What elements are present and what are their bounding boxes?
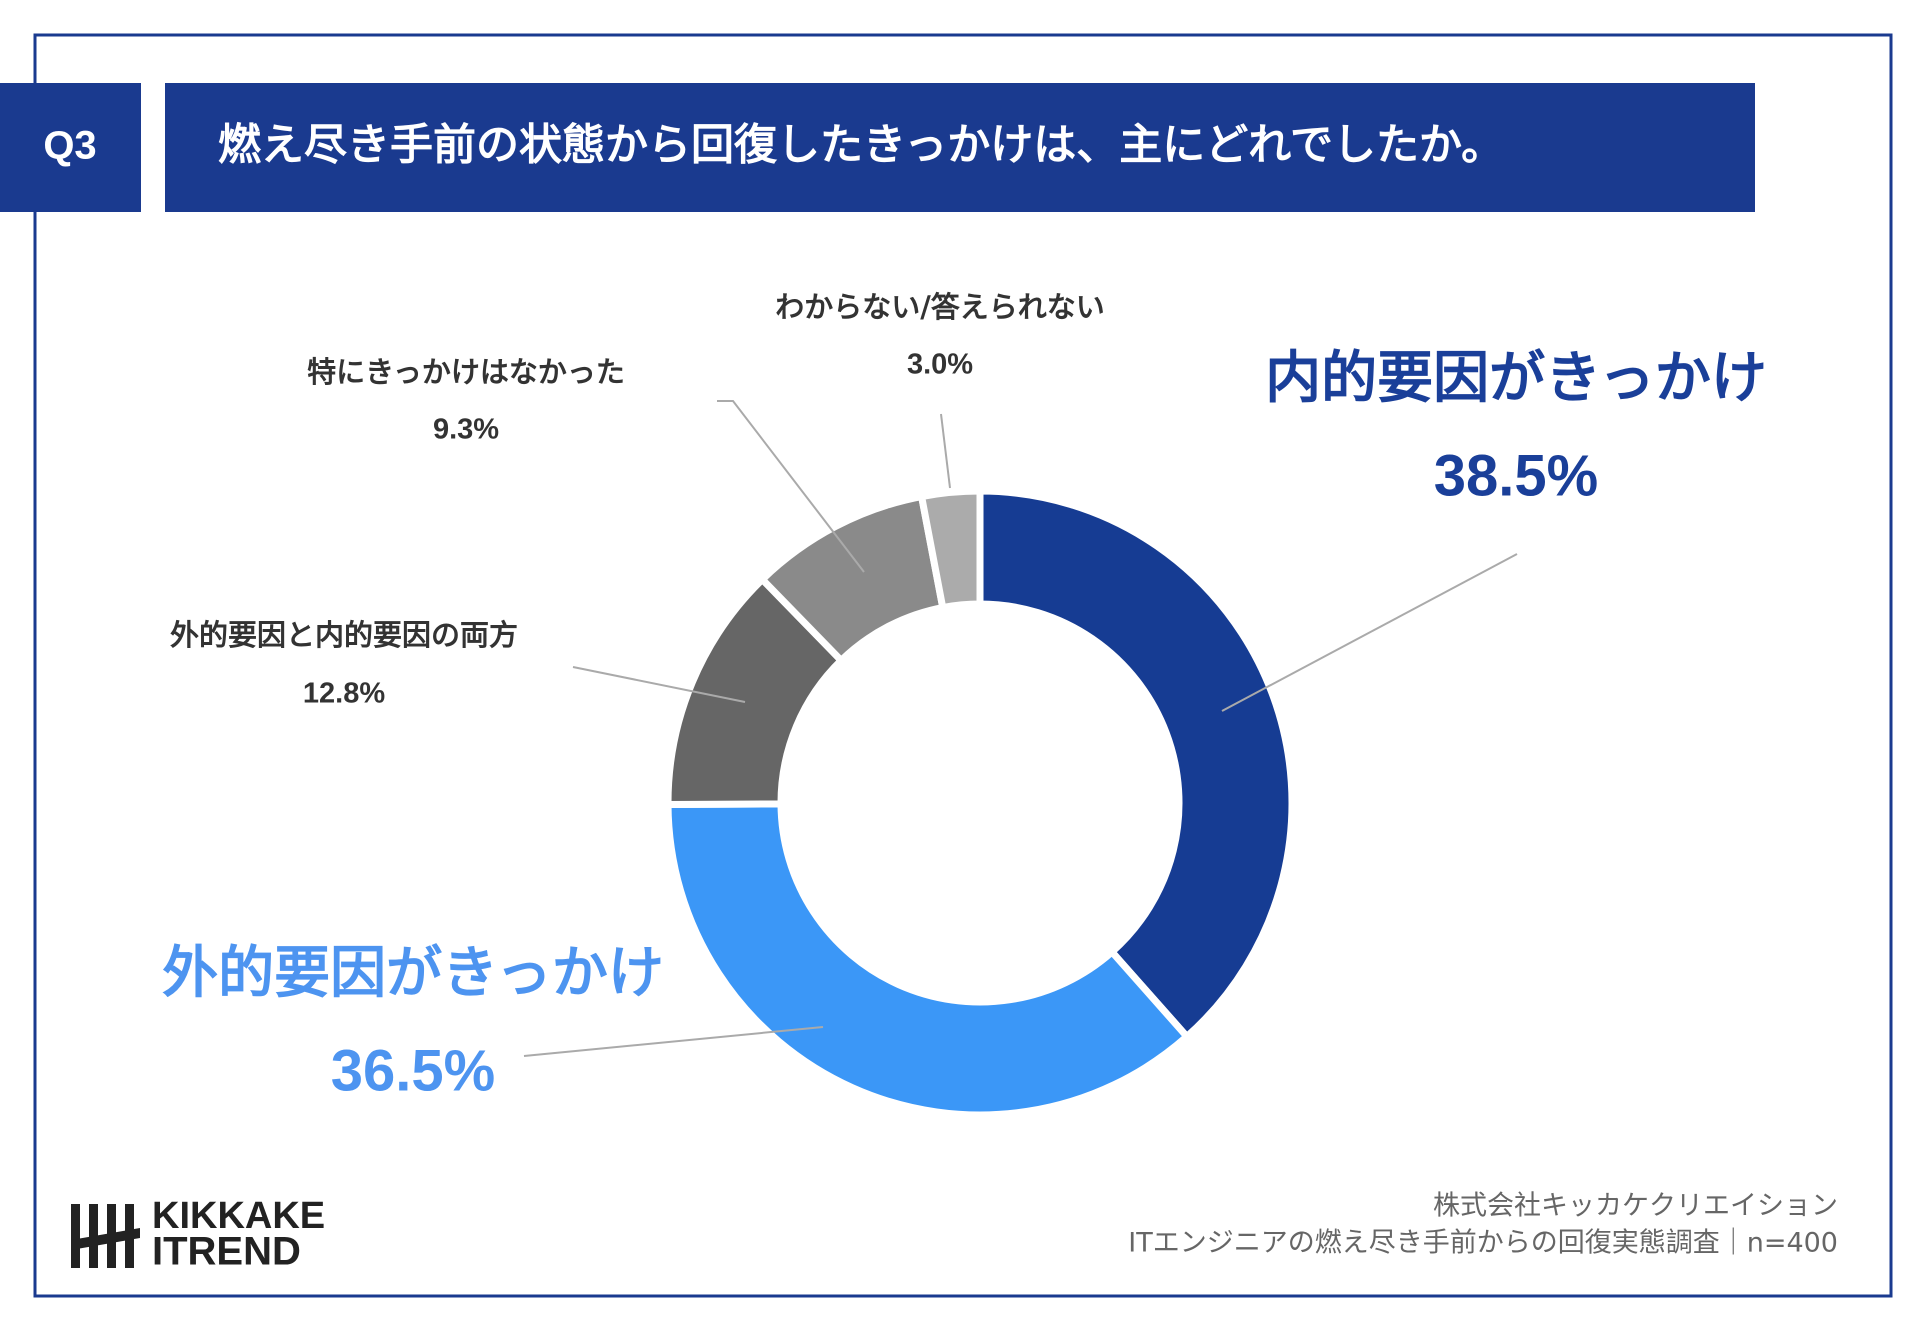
value-label: 36.5% bbox=[331, 1038, 495, 1103]
logo-line2: ITREND bbox=[152, 1230, 301, 1274]
leader-line bbox=[572, 666, 746, 703]
leader-line bbox=[523, 1026, 824, 1057]
title: 燃え尽き手前の状態から回復したきっかけは、主にどれでしたか。 bbox=[218, 121, 1504, 171]
logo-mark bbox=[71, 1204, 140, 1268]
logo-line1: KIKKAKE bbox=[152, 1195, 325, 1237]
frame bbox=[33, 33, 1893, 1298]
donut-slice bbox=[976, 487, 1296, 1042]
badge-box bbox=[0, 83, 141, 212]
title-bar bbox=[165, 83, 1755, 212]
value-label: 9.3% bbox=[433, 414, 499, 446]
category-label: 外的要因と内的要因の両方 bbox=[170, 618, 518, 652]
value-label: 3.0% bbox=[907, 349, 973, 381]
leader-line bbox=[717, 400, 865, 573]
leader-line bbox=[940, 413, 951, 489]
leader-line bbox=[1221, 553, 1518, 712]
value-label: 12.8% bbox=[303, 678, 385, 710]
category-label: 内的要因がきっかけ bbox=[1265, 346, 1767, 411]
category-label: わからない/答えられない bbox=[775, 290, 1105, 324]
donut-slice bbox=[664, 800, 1192, 1119]
footer-source: ITエンジニアの燃え尽き手前からの回復実態調査｜n=400 bbox=[1128, 1228, 1838, 1259]
donut-slice bbox=[917, 487, 984, 612]
badge: Q3 bbox=[43, 124, 96, 168]
footer-company: 株式会社キッカケクリエイション bbox=[1433, 1191, 1838, 1222]
category-label: 特にきっかけはなかった bbox=[307, 355, 625, 389]
value-label: 38.5% bbox=[1434, 443, 1598, 508]
category-label: 外的要因がきっかけ bbox=[162, 941, 664, 1006]
